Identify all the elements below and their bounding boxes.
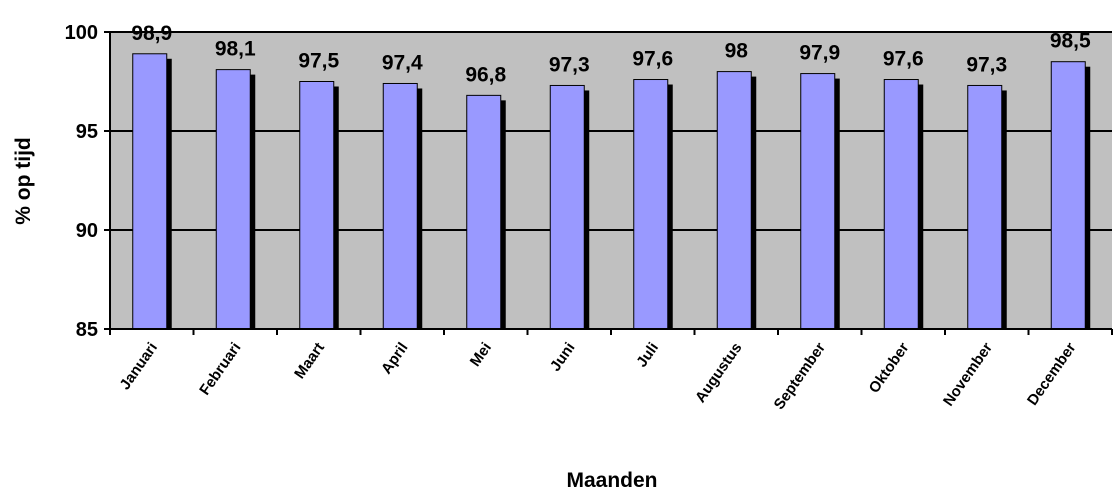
bar	[466, 94, 502, 330]
x-tick-label: April	[378, 340, 412, 378]
y-axis-ticks: 85 90 95 100	[65, 22, 110, 341]
x-axis-title: Maanden	[566, 469, 657, 492]
data-label: 97,5	[298, 50, 339, 73]
bar	[215, 69, 251, 330]
bar	[382, 82, 418, 330]
y-tick-label: 85	[76, 319, 98, 341]
bar	[800, 73, 836, 330]
x-tick-label: Juli	[633, 340, 662, 371]
y-tick-label: 100	[65, 22, 98, 44]
x-axis-categories: Januari Februari Maart April Mei Juni Juli Augu…	[109, 329, 1113, 413]
bar	[883, 79, 919, 330]
data-label: 98,5	[1050, 30, 1091, 53]
data-label: 97,3	[966, 53, 1007, 76]
data-label: 97,6	[632, 48, 673, 71]
bar	[299, 81, 335, 330]
x-tick-label: November	[940, 339, 996, 409]
data-label: 98,9	[131, 22, 172, 45]
data-label: 97,3	[549, 53, 590, 76]
x-tick-label: Maart	[291, 340, 328, 383]
x-tick-label: September	[771, 339, 829, 412]
x-tick-label: Januari	[116, 340, 161, 393]
data-label: 97,6	[883, 48, 924, 71]
x-tick-label: December	[1024, 339, 1080, 408]
bar	[549, 84, 585, 330]
data-label: 98	[725, 40, 749, 63]
bar	[132, 53, 168, 330]
bar	[1050, 61, 1086, 330]
x-tick-label: Mei	[467, 340, 495, 370]
plot-area	[110, 32, 1112, 329]
x-tick-label: Augustus	[692, 340, 746, 406]
data-labels: 98,9 98,1 97,5 97,4 96,8 97,3 97,6 98 97,9 97,6 97…	[131, 22, 1091, 87]
y-axis-title: % op tijd	[12, 137, 35, 225]
y-tick-label: 90	[76, 220, 98, 242]
x-tick-label: Juni	[547, 340, 579, 375]
bar	[716, 71, 752, 330]
data-label: 98,1	[215, 38, 256, 61]
data-label: 97,9	[799, 42, 840, 65]
x-tick-label: Oktober	[866, 339, 913, 396]
data-label: 96,8	[465, 63, 506, 86]
x-tick-label: Februari	[196, 340, 244, 399]
bars	[132, 53, 1091, 330]
bar	[633, 79, 669, 330]
gridlines	[110, 31, 1112, 231]
y-tick-label: 95	[76, 121, 98, 143]
data-label: 97,4	[382, 51, 423, 74]
bar	[967, 84, 1003, 330]
